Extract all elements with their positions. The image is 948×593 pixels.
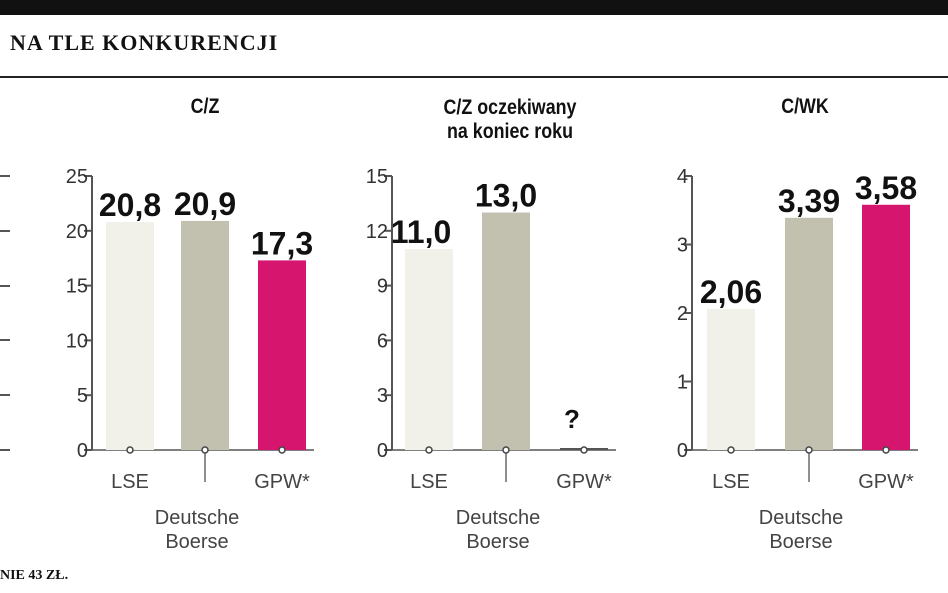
category-pin <box>126 446 134 454</box>
y-tick-label: 15 <box>66 276 88 298</box>
category-pin <box>882 446 890 454</box>
category-label: Deutsche <box>155 507 240 529</box>
category-label: Deutsche <box>456 507 541 529</box>
y-tick-label: 0 <box>77 440 88 462</box>
y-tick-label: 25 <box>66 166 88 188</box>
category-label: GPW* <box>254 471 310 493</box>
category-label: GPW* <box>858 471 914 493</box>
y-tick-label: 4 <box>677 166 688 188</box>
chart-title-cz-expected: C/Z oczekiwany na koniec roku <box>443 96 577 143</box>
category-label: LSE <box>111 471 149 493</box>
y-tick-label: 20 <box>66 221 88 243</box>
y-tick-label: 3 <box>677 235 688 257</box>
bar-deutsche_boerse <box>482 212 530 450</box>
category-label: LSE <box>410 471 448 493</box>
y-tick-label: 1 <box>677 372 688 394</box>
y-tick-label: 6 <box>377 330 388 352</box>
bar-lse <box>405 249 453 450</box>
value-unknown-label: ? <box>564 404 580 434</box>
chart-title-cwk: C/WK <box>781 95 829 118</box>
bar-deutsche_boerse <box>785 217 833 450</box>
y-tick-label: 10 <box>66 330 88 352</box>
bar-lse <box>106 222 154 450</box>
bar-gpw <box>862 204 910 450</box>
category-label: Deutsche <box>759 507 844 529</box>
bar-lse <box>707 308 755 450</box>
category-pin <box>502 446 510 454</box>
clipped-axis-left <box>0 175 10 451</box>
chart-title-cz: C/Z <box>190 95 220 118</box>
value-label: 13,0 <box>475 178 537 214</box>
y-tick-label: 2 <box>677 303 688 325</box>
category-label: LSE <box>712 471 750 493</box>
category-pin <box>580 446 588 454</box>
top-bar <box>0 0 948 15</box>
value-label: 11,0 <box>391 214 452 250</box>
value-label: 20,9 <box>174 186 236 222</box>
header-rule <box>0 76 948 78</box>
value-label: 20,8 <box>99 187 161 223</box>
bar-gpw <box>258 260 306 450</box>
category-pin <box>201 446 209 454</box>
y-tick-label: 5 <box>77 385 88 407</box>
category-label: Boerse <box>466 531 529 553</box>
value-label: 3,58 <box>855 170 917 206</box>
value-label: 2,06 <box>700 274 762 310</box>
y-tick-label: 15 <box>366 166 388 188</box>
section-title: NA TLE KONKURENCJI <box>10 30 279 55</box>
y-tick-label: 3 <box>377 385 388 407</box>
category-pin <box>278 446 286 454</box>
category-label: GPW* <box>556 471 612 493</box>
category-pin <box>425 446 433 454</box>
category-pin <box>805 446 813 454</box>
category-pin <box>727 446 735 454</box>
footnote: NIE 43 ZŁ. <box>0 568 69 583</box>
bar-deutsche_boerse <box>181 220 229 450</box>
y-tick-label: 9 <box>377 276 388 298</box>
category-label: Boerse <box>769 531 832 553</box>
y-tick-label: 0 <box>677 440 688 462</box>
y-tick-label: 12 <box>366 221 388 243</box>
value-label: 3,39 <box>778 183 840 219</box>
value-label: 17,3 <box>251 225 313 261</box>
y-tick-label: 0 <box>377 440 388 462</box>
category-label: Boerse <box>165 531 228 553</box>
